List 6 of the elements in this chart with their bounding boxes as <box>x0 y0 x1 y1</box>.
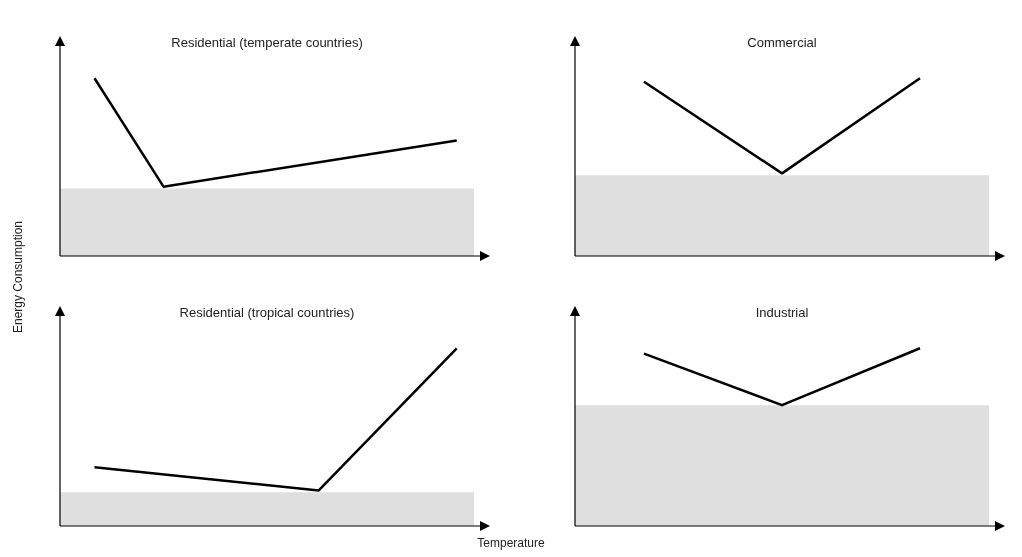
x-axis-title: Temperature <box>476 536 546 550</box>
chart-title: Industrial <box>755 305 809 321</box>
y-axis-title: Energy Consumption <box>11 219 25 336</box>
chart-title: Commercial <box>747 35 817 51</box>
chart-title: Residential (tropical countries) <box>179 305 355 321</box>
chart-title: Residential (temperate countries) <box>171 35 363 51</box>
